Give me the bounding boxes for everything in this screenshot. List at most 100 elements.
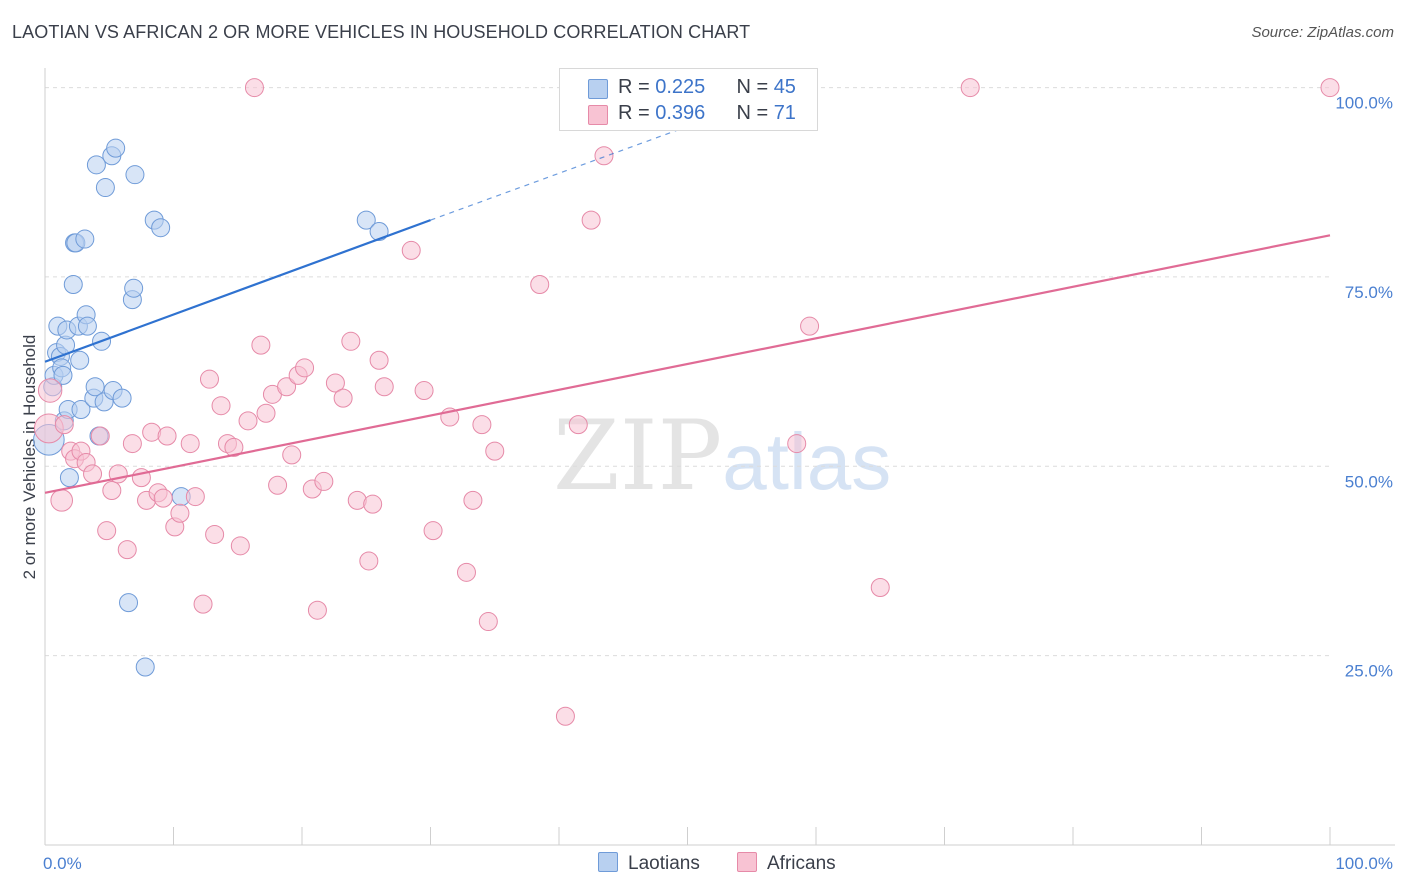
african-point-39 <box>282 445 302 465</box>
laotian-point-23 <box>85 377 105 397</box>
x-tick-label-100: 100.0% <box>1335 854 1393 873</box>
african-point-69 <box>870 577 890 597</box>
laotian-point-31 <box>106 138 126 158</box>
african-point-37 <box>268 475 288 495</box>
laotian-r-value: 0.225 <box>655 76 706 98</box>
african-point-46 <box>333 388 353 408</box>
laotian-swatch <box>588 79 608 99</box>
african-point-13 <box>117 540 137 560</box>
african-point-19 <box>153 488 173 508</box>
african-point-54 <box>414 381 434 401</box>
africans-swatch <box>737 852 757 872</box>
laotian-point-19 <box>75 229 95 249</box>
african-point-71 <box>1320 78 1340 98</box>
african-point-2 <box>50 489 74 512</box>
laotian-point-37 <box>135 657 155 677</box>
african-point-23 <box>180 434 200 454</box>
african-point-49 <box>359 551 379 571</box>
african-n-label: N = <box>736 102 774 124</box>
african-point-59 <box>472 415 492 435</box>
laotian-r-label: R = <box>618 76 656 98</box>
african-point-66 <box>594 146 614 166</box>
laotians-label: Laotians <box>628 853 700 874</box>
laotian-n-value: 45 <box>773 76 796 98</box>
laotian-point-13 <box>63 275 83 295</box>
african-point-41 <box>295 358 315 378</box>
african-point-52 <box>374 377 394 397</box>
african-point-45 <box>325 373 345 393</box>
african-point-43 <box>307 600 327 620</box>
african-point-35 <box>256 403 276 423</box>
y-tick-label-75: 75.0% <box>1345 283 1393 302</box>
african-point-11 <box>102 481 122 501</box>
x-tick-label-0: 0.0% <box>43 854 82 873</box>
source-label: Source: ZipAtlas.com <box>1251 24 1394 41</box>
african-point-53 <box>401 240 421 260</box>
african-point-8 <box>83 464 103 484</box>
african-point-25 <box>193 594 213 614</box>
african-point-50 <box>363 494 383 514</box>
bottom-legend-laotians[interactable]: Laotians <box>598 852 700 875</box>
african-point-33 <box>244 78 264 98</box>
african-point-58 <box>463 490 483 510</box>
african-point-68 <box>800 316 820 336</box>
laotian-n-label: N = <box>736 76 774 98</box>
y-tick-label-100: 100.0% <box>1335 94 1393 113</box>
african-point-27 <box>205 524 225 544</box>
laotian-point-32 <box>112 388 132 408</box>
laotian-point-18 <box>71 399 91 419</box>
laotian-point-35 <box>124 278 144 298</box>
african-point-61 <box>485 441 505 461</box>
laotian-point-41 <box>356 210 376 230</box>
african-point-60 <box>478 612 498 632</box>
african-point-38 <box>277 377 297 397</box>
african-point-63 <box>555 706 575 726</box>
african-point-65 <box>581 210 601 230</box>
y-tick-label-50: 50.0% <box>1345 472 1393 491</box>
watermark: ZIPatlas <box>553 400 891 512</box>
african-point-14 <box>122 434 142 454</box>
african-point-55 <box>423 521 443 541</box>
african-point-34 <box>251 335 271 355</box>
african-point-10 <box>97 521 117 541</box>
african-point-30 <box>224 437 244 457</box>
laotian-trend-extension <box>430 116 714 221</box>
african-point-51 <box>369 350 389 370</box>
african-point-9 <box>90 426 110 446</box>
african-point-44 <box>314 471 334 491</box>
y-axis-title: 2 or more Vehicles in Household <box>20 335 39 580</box>
laotian-point-7 <box>53 365 73 385</box>
laotian-point-36 <box>125 165 145 185</box>
watermark-atlas: atlas <box>722 417 892 506</box>
laotian-point-28 <box>95 178 115 198</box>
african-r-label: R = <box>618 102 656 124</box>
african-swatch <box>588 105 608 125</box>
laotian-point-39 <box>151 218 171 238</box>
african-point-3 <box>54 415 74 435</box>
bottom-legend: Laotians Africans <box>0 852 1406 876</box>
african-point-47 <box>341 331 361 351</box>
laotian-point-12 <box>59 468 79 488</box>
african-trend-line <box>44 234 1331 494</box>
chart-title: LAOTIAN VS AFRICAN 2 OR MORE VEHICLES IN… <box>12 22 751 42</box>
african-point-57 <box>456 562 476 582</box>
african-point-67 <box>787 434 807 454</box>
african-point-70 <box>960 78 980 98</box>
laotian-point-24 <box>86 155 106 175</box>
african-point-24 <box>185 487 205 507</box>
correlation-legend: R = 0.225 N = 45 R = 0.396 N = 71 <box>559 68 818 131</box>
y-tick-label-25: 25.0% <box>1345 662 1393 681</box>
african-point-31 <box>230 536 250 556</box>
african-point-32 <box>238 411 258 431</box>
african-point-62 <box>530 275 550 295</box>
laotians-swatch <box>598 852 618 872</box>
laotian-point-17 <box>70 350 90 370</box>
african-n-value: 71 <box>773 102 796 124</box>
african-point-22 <box>170 503 190 523</box>
african-point-28 <box>211 396 231 416</box>
laotian-point-33 <box>119 593 139 613</box>
african-r-value: 0.396 <box>655 102 706 124</box>
african-point-64 <box>568 415 588 435</box>
bottom-legend-africans[interactable]: Africans <box>737 852 836 875</box>
